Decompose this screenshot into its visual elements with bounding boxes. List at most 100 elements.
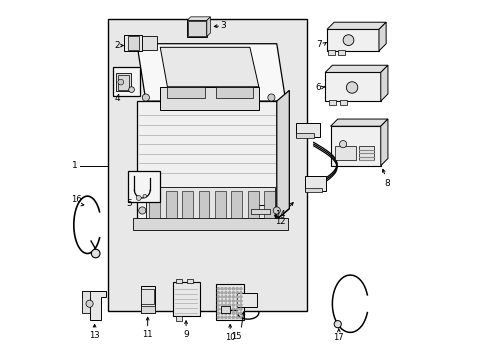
Circle shape <box>273 207 280 214</box>
Polygon shape <box>330 119 387 126</box>
Bar <box>128 171 160 202</box>
Circle shape <box>220 312 223 315</box>
Text: 9: 9 <box>183 330 188 339</box>
Bar <box>187 22 205 36</box>
Circle shape <box>235 296 238 298</box>
Circle shape <box>217 316 219 319</box>
Circle shape <box>239 291 242 294</box>
Bar <box>328 100 335 105</box>
Text: 10: 10 <box>224 333 235 342</box>
Bar <box>198 191 209 218</box>
Circle shape <box>231 291 234 294</box>
Circle shape <box>224 300 227 302</box>
Bar <box>187 21 206 37</box>
Polygon shape <box>276 209 289 220</box>
Circle shape <box>220 291 223 294</box>
Bar <box>296 123 319 137</box>
Text: 15: 15 <box>231 332 242 341</box>
Bar <box>165 191 176 218</box>
Polygon shape <box>325 65 387 72</box>
Circle shape <box>239 296 242 298</box>
Circle shape <box>228 291 230 294</box>
Bar <box>215 284 244 320</box>
Circle shape <box>235 303 238 306</box>
Circle shape <box>224 316 227 319</box>
Circle shape <box>228 287 230 290</box>
Text: 1: 1 <box>72 161 77 170</box>
Circle shape <box>228 312 230 315</box>
Text: 16: 16 <box>70 195 81 204</box>
Bar <box>128 36 139 50</box>
Text: 11: 11 <box>142 330 153 339</box>
Circle shape <box>220 303 223 306</box>
Polygon shape <box>82 291 106 320</box>
Bar <box>215 191 225 218</box>
Bar <box>237 293 257 307</box>
Bar <box>325 72 380 101</box>
Circle shape <box>346 82 357 93</box>
Bar <box>359 146 373 160</box>
Text: 6: 6 <box>314 83 320 92</box>
Bar <box>140 286 155 313</box>
Circle shape <box>136 195 141 201</box>
Bar <box>142 36 156 50</box>
Bar <box>337 50 344 55</box>
Bar <box>250 209 270 214</box>
Bar <box>334 146 356 160</box>
Bar <box>160 87 258 110</box>
Circle shape <box>343 35 353 45</box>
Bar <box>149 191 160 218</box>
Polygon shape <box>137 44 285 101</box>
Circle shape <box>231 303 234 306</box>
Circle shape <box>224 296 227 298</box>
Circle shape <box>217 291 219 294</box>
Text: 2: 2 <box>114 41 120 50</box>
Text: 3: 3 <box>220 21 225 30</box>
Text: 4: 4 <box>114 94 120 103</box>
Bar <box>304 188 321 192</box>
Polygon shape <box>380 119 387 166</box>
Circle shape <box>339 140 346 148</box>
Circle shape <box>231 296 234 298</box>
Circle shape <box>235 291 238 294</box>
Circle shape <box>217 312 219 315</box>
Circle shape <box>224 303 227 306</box>
Circle shape <box>139 207 145 214</box>
Bar <box>108 19 306 311</box>
Bar <box>215 87 253 98</box>
Polygon shape <box>160 47 258 87</box>
Circle shape <box>220 287 223 290</box>
Circle shape <box>239 287 242 290</box>
Bar <box>339 100 346 105</box>
Polygon shape <box>187 17 210 21</box>
Bar <box>124 35 142 51</box>
Circle shape <box>217 303 219 306</box>
Bar <box>296 134 313 138</box>
Circle shape <box>231 300 234 302</box>
Circle shape <box>231 308 234 311</box>
Bar <box>249 205 271 218</box>
Circle shape <box>228 308 230 311</box>
Circle shape <box>224 312 227 315</box>
Bar <box>172 282 199 316</box>
Circle shape <box>239 308 242 311</box>
Circle shape <box>224 308 227 311</box>
Circle shape <box>267 94 274 101</box>
Bar <box>187 279 192 283</box>
Bar <box>176 279 182 283</box>
Text: 12: 12 <box>275 217 285 226</box>
Circle shape <box>235 316 238 319</box>
Bar <box>118 75 129 90</box>
Bar <box>304 176 325 191</box>
Bar <box>231 191 242 218</box>
Circle shape <box>239 316 242 319</box>
Bar <box>176 316 182 320</box>
Bar <box>82 291 89 313</box>
Circle shape <box>118 79 123 85</box>
Circle shape <box>228 303 230 306</box>
Circle shape <box>220 308 223 311</box>
Circle shape <box>142 194 146 198</box>
Circle shape <box>217 296 219 298</box>
Text: 14: 14 <box>275 210 285 219</box>
Polygon shape <box>206 17 210 37</box>
